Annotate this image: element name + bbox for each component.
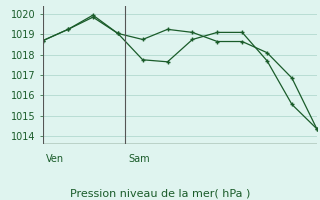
Text: Ven: Ven (46, 154, 65, 164)
Text: Pression niveau de la mer( hPa ): Pression niveau de la mer( hPa ) (70, 188, 250, 198)
Text: Sam: Sam (129, 154, 150, 164)
